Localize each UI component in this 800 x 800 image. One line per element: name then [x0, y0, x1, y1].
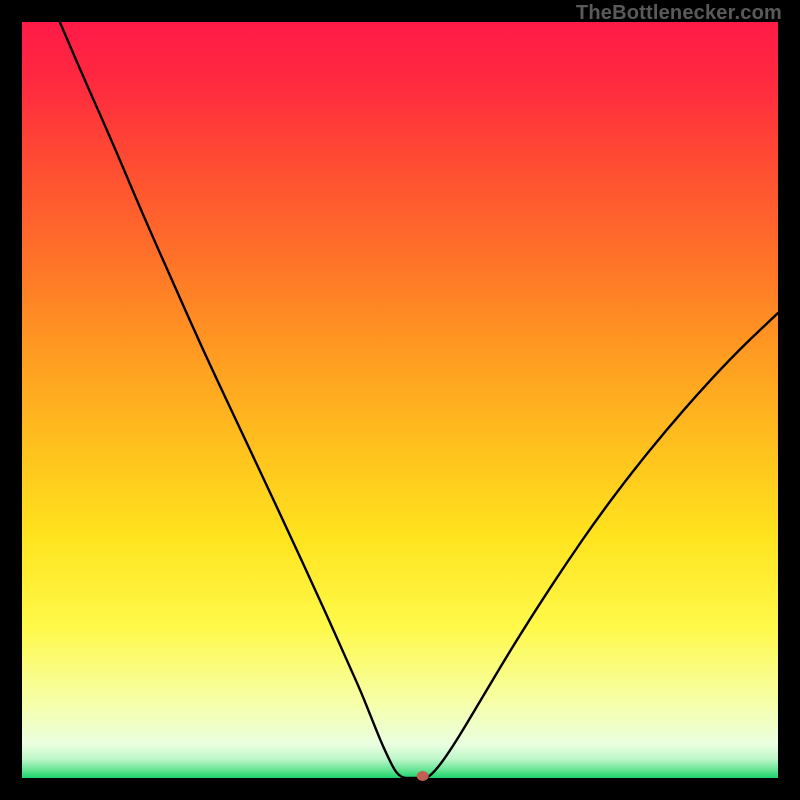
minimum-marker	[417, 771, 429, 781]
chart-root: TheBottlenecker.com	[0, 0, 800, 800]
chart-svg	[0, 0, 800, 800]
plot-background	[22, 22, 778, 778]
watermark-text: TheBottlenecker.com	[576, 2, 782, 25]
